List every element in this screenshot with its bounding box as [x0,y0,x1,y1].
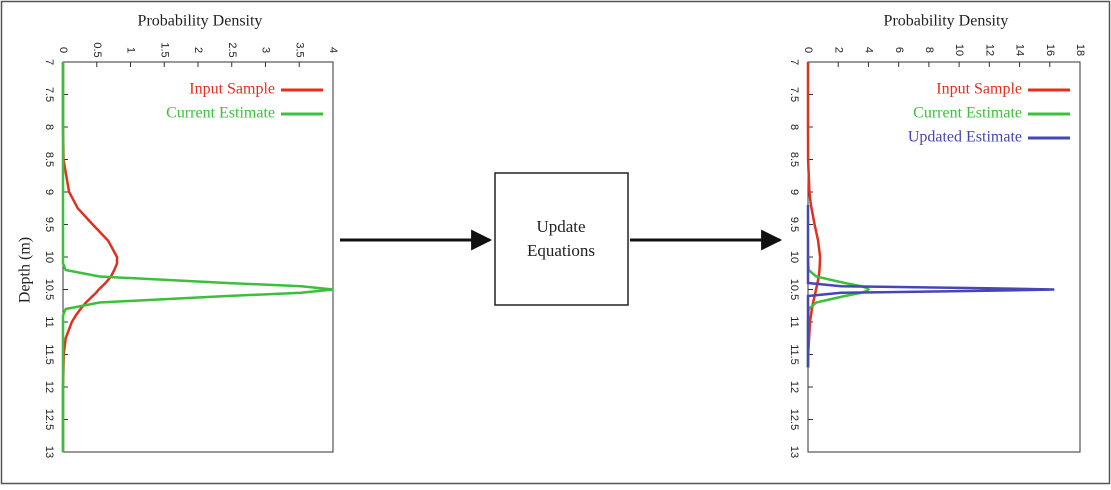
legend-label: Input Sample [936,81,1022,98]
x-tick-label: 1 [125,47,137,53]
x-tick-label: 0.5 [91,42,103,57]
y-tick-label: 7.5 [788,87,800,102]
x-tick-label: 14 [1014,44,1026,56]
x-tick-label: 2 [832,47,844,53]
y-tick-label: 10.5 [43,279,55,300]
y-tick-label: 13 [43,446,55,458]
y-tick-label: 8 [788,124,800,130]
chart-title: Probability Density [884,13,1009,30]
legend-label: Updated Estimate [908,129,1022,146]
x-tick-label: 3 [260,47,272,53]
y-tick-label: 9.5 [43,217,55,232]
x-tick-label: 0 [802,47,814,53]
y-tick-label: 13 [788,446,800,458]
y-tick-label: 12.5 [788,409,800,430]
x-tick-label: 0 [57,47,69,53]
process-box [494,172,629,306]
y-tick-label: 9 [43,189,55,195]
y-tick-label: 11.5 [788,344,800,365]
y-tick-label: 11 [788,316,800,327]
y-tick-label: 10.5 [788,279,800,300]
y-tick-label: 8.5 [43,152,55,167]
x-tick-label: 6 [893,47,905,53]
x-tick-label: 2 [192,47,204,53]
series-line [61,62,334,452]
series-line [806,205,1055,368]
y-tick-label: 12 [788,381,800,393]
legend-label: Current Estimate [913,105,1022,122]
y-tick-label: 8.5 [788,152,800,167]
y-tick-label: 9 [788,189,800,195]
legend-label: Current Estimate [166,105,275,122]
y-tick-label: 12 [43,381,55,393]
x-tick-label: 4 [863,47,875,53]
y-tick-label: 10 [788,251,800,263]
x-tick-label: 2.5 [226,42,238,57]
x-tick-label: 12 [983,44,995,56]
y-tick-label: 12.5 [43,409,55,430]
legend-label: Input Sample [189,81,275,98]
box-label: Equations [527,241,595,260]
x-tick-label: 3.5 [293,42,305,57]
y-tick-label: 10 [43,251,55,263]
x-tick-label: 1.5 [158,42,170,57]
y-tick-label: 9.5 [788,217,800,232]
box-label: Update [536,217,585,236]
y-tick-label: 7 [43,59,55,65]
x-tick-label: 18 [1074,44,1086,56]
y-tick-label: 11 [43,316,55,327]
y-tick-label: 11.5 [43,344,55,365]
x-tick-label: 10 [953,44,965,56]
x-tick-label: 4 [327,47,339,53]
y-tick-label: 8 [43,124,55,130]
series-line [61,62,119,452]
x-tick-label: 8 [923,47,935,53]
axis-label: Depth (m) [17,237,34,303]
chart-title: Probability Density [138,13,263,30]
x-tick-label: 16 [1044,44,1056,56]
y-tick-label: 7 [788,59,800,65]
y-tick-label: 7.5 [43,87,55,102]
